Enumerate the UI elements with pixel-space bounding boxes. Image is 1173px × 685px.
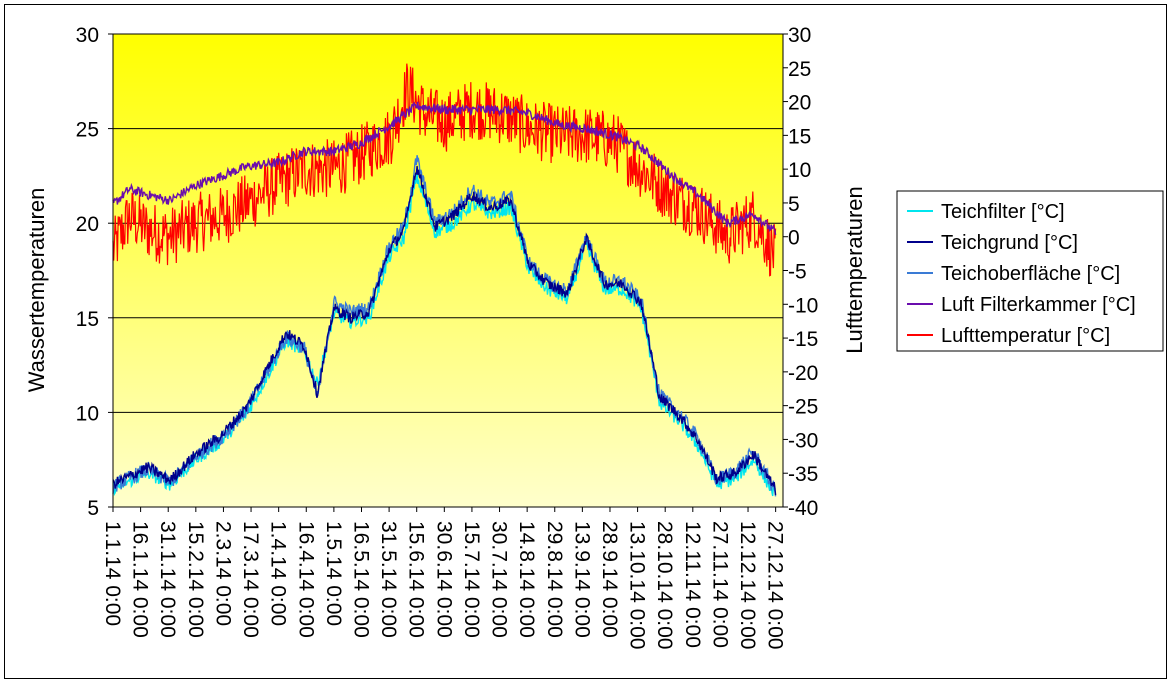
x-tick-label: 30.7.14 0:00: [488, 521, 511, 638]
y-right-axis-title: Lufttemperaturen: [842, 186, 867, 354]
series-line-3: [112, 101, 777, 236]
left-axis-ticks: 5 10 15 20 25 30: [76, 24, 113, 520]
y-left-tick-label: 15: [76, 308, 99, 331]
y-right-tick-label: 20: [788, 92, 811, 115]
x-tick-label: 15.6.14 0:00: [405, 521, 428, 638]
right-axis-ticks: -40 -35 -30 -25 -20 -15 -10 -5 0 5 10 15 20 25 30: [783, 24, 818, 520]
x-tick-label: 27.12.14 0:00: [764, 521, 787, 649]
x-tick-label: 12.12.14 0:00: [736, 521, 759, 649]
x-tick-label: 1.4.14 0:00: [267, 521, 290, 626]
legend-label: Lufttemperatur [°C]: [941, 325, 1110, 347]
y-right-tick-label: 10: [788, 159, 811, 182]
x-tick-label: 14.8.14 0:00: [515, 521, 538, 638]
series-line-4: [112, 63, 777, 277]
legend-box: [896, 190, 1164, 352]
x-tick-label: 12.11.14 0:00: [681, 521, 704, 648]
y-right-tick-label: 15: [788, 125, 811, 148]
y-right-tick-label: 0: [788, 227, 800, 250]
y-right-tick-label: -10: [788, 294, 818, 317]
x-tick-label: 1.5.14 0:00: [322, 521, 345, 626]
y-right-tick-label: 25: [788, 58, 811, 81]
y-right-tick-label: -25: [788, 396, 818, 419]
y-right-tick-label: 30: [788, 24, 811, 47]
y-right-tick-label: -35: [788, 463, 818, 486]
legend-label: Teichoberfläche [°C]: [941, 263, 1120, 285]
x-tick-label: 28.10.14 0:00: [653, 521, 676, 649]
legend: Teichfilter [°C] Teichgrund [°C] Teichober…: [896, 190, 1164, 352]
x-tick-label: 13.10.14 0:00: [626, 521, 649, 649]
y-left-tick-label: 20: [76, 213, 99, 236]
legend-label: Teichgrund [°C]: [941, 232, 1078, 254]
x-tick-label: 13.9.14 0:00: [570, 521, 593, 638]
y-left-tick-label: 5: [87, 497, 99, 520]
y-left-tick-label: 25: [76, 119, 99, 142]
x-axis-ticks: 1.1.14 0:00 16.1.14 0:00 31.1.14 0:00 15.2.…: [101, 507, 787, 649]
y-right-tick-label: 5: [788, 193, 800, 216]
x-tick-label: 31.5.14 0:00: [377, 521, 400, 638]
x-tick-label: 29.8.14 0:00: [543, 521, 566, 638]
y-right-tick-label: -40: [788, 497, 818, 520]
y-left-axis-title: Wassertemperaturen: [24, 188, 49, 393]
x-tick-label: 28.9.14 0:00: [598, 521, 621, 638]
y-left-tick-label: 10: [76, 402, 99, 425]
x-tick-label: 30.6.14 0:00: [432, 521, 455, 638]
x-tick-label: 15.2.14 0:00: [184, 521, 207, 638]
x-tick-label: 31.1.14 0:00: [156, 521, 179, 638]
x-tick-label: 17.3.14 0:00: [239, 521, 262, 638]
x-tick-label: 27.11.14 0:00: [708, 521, 731, 648]
series-line-1: [112, 165, 777, 496]
series-line-2: [112, 155, 777, 497]
y-right-tick-label: -15: [788, 328, 818, 351]
x-tick-label: 16.1.14 0:00: [129, 521, 152, 638]
x-tick-label: 16.5.14 0:00: [349, 521, 372, 638]
x-tick-label: 2.3.14 0:00: [211, 521, 234, 626]
y-right-tick-label: -30: [788, 429, 818, 452]
legend-label: Teichfilter [°C]: [941, 201, 1065, 223]
x-tick-label: 1.1.14 0:00: [101, 521, 124, 626]
x-tick-label: 16.4.14 0:00: [294, 521, 317, 638]
series-layer: [112, 63, 777, 497]
x-tick-label: 15.7.14 0:00: [460, 521, 483, 638]
legend-label: Luft Filterkammer [°C]: [941, 294, 1136, 316]
y-right-tick-label: -20: [788, 362, 818, 385]
y-left-tick-label: 30: [76, 24, 99, 47]
y-right-tick-label: -5: [788, 261, 807, 284]
